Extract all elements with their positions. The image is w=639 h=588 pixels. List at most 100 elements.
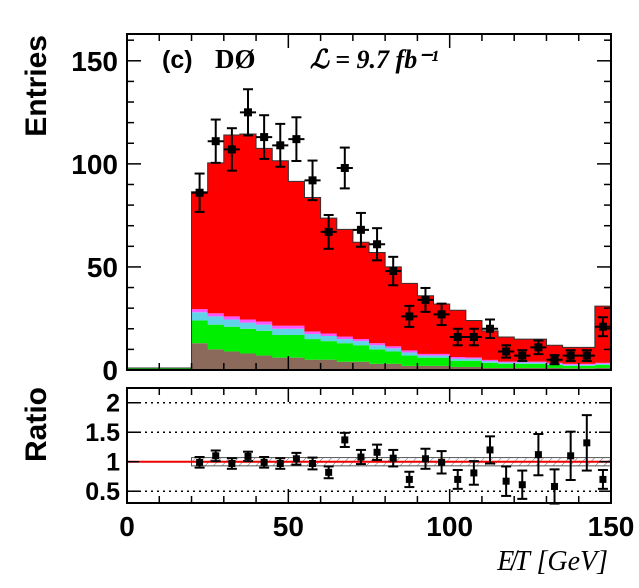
ratio-point-8 bbox=[325, 468, 333, 476]
ratio-point-24 bbox=[583, 439, 591, 447]
stack-bar-1-13 bbox=[385, 351, 402, 364]
axis-ticks: 0 50 100 150 0 50 100 150 0.511.52 bbox=[71, 34, 634, 542]
stack-bar-2-4 bbox=[239, 322, 257, 329]
stack-bar-2-25 bbox=[578, 364, 596, 366]
ratio-point-9 bbox=[341, 436, 349, 444]
stack-bar-4-9 bbox=[320, 218, 338, 334]
stack-bar-2-6 bbox=[272, 328, 289, 335]
ratio-point-7 bbox=[309, 459, 317, 467]
y-tick-label-1: 50 bbox=[87, 252, 118, 283]
data-point-22 bbox=[550, 355, 559, 364]
y-tick-label-0: 0 bbox=[102, 355, 118, 386]
ratio-point-18 bbox=[486, 446, 494, 454]
stack-bar-2-12 bbox=[369, 345, 386, 350]
ratio-point-16 bbox=[454, 475, 462, 483]
stack-bar-0-5 bbox=[256, 355, 273, 370]
stack-bar-1-26 bbox=[594, 364, 612, 368]
data-point-3 bbox=[244, 108, 252, 117]
ratio-point-15 bbox=[438, 458, 446, 466]
stack-bar-0-9 bbox=[320, 359, 338, 370]
stack-bar-1-24 bbox=[562, 365, 580, 369]
stacked-histogram bbox=[126, 133, 612, 370]
stack-bar-1-11 bbox=[352, 345, 370, 362]
stack-bar-0-17 bbox=[449, 366, 467, 370]
stack-bar-3-10 bbox=[336, 336, 354, 340]
y-tick-label-3: 150 bbox=[71, 46, 118, 77]
stack-bar-1-19 bbox=[481, 362, 499, 368]
data-point-9 bbox=[340, 163, 349, 172]
data-point-2 bbox=[227, 145, 236, 154]
y-tick-label-2: 100 bbox=[71, 149, 118, 180]
stack-bar-2-16 bbox=[433, 355, 451, 358]
ratio-point-6 bbox=[292, 455, 300, 463]
ratio-point-2 bbox=[228, 459, 236, 467]
stack-bar-0-20 bbox=[498, 367, 515, 370]
experiment-label: DØ bbox=[215, 44, 256, 74]
stack-bar-0-3 bbox=[223, 351, 241, 370]
stack-bar-0-13 bbox=[385, 363, 402, 370]
stack-bar-3-13 bbox=[385, 346, 402, 349]
x-tick-label-3: 150 bbox=[588, 511, 635, 542]
stack-bar-1-23 bbox=[546, 364, 563, 368]
ratio-layer bbox=[127, 401, 612, 505]
stack-bar-0-7 bbox=[288, 357, 305, 370]
data-point-11 bbox=[373, 240, 382, 249]
stack-bar-3-25 bbox=[578, 363, 596, 365]
stack-bar-2-19 bbox=[481, 361, 499, 363]
data-point-10 bbox=[356, 225, 365, 234]
stack-bar-0-6 bbox=[272, 357, 289, 370]
stack-bar-2-7 bbox=[288, 328, 305, 335]
data-point-6 bbox=[292, 135, 301, 144]
stack-bar-2-14 bbox=[401, 352, 418, 356]
stack-bar-3-17 bbox=[449, 357, 467, 359]
stack-bar-0-8 bbox=[304, 359, 321, 370]
ratio-point-14 bbox=[421, 455, 429, 463]
stack-bar-1-3 bbox=[223, 326, 241, 352]
stack-bar-0-21 bbox=[514, 367, 531, 370]
stack-bar-3-14 bbox=[401, 350, 418, 353]
stack-bar-0-19 bbox=[481, 367, 499, 370]
stack-bar-3-3 bbox=[223, 316, 241, 320]
ratio-tick-label-0: 0.5 bbox=[85, 478, 120, 506]
stack-bar-2-3 bbox=[223, 319, 241, 327]
data-point-8 bbox=[324, 227, 333, 236]
stack-bar-3-1 bbox=[191, 309, 209, 313]
panel-label: (c) bbox=[162, 46, 193, 74]
ratio-point-20 bbox=[518, 481, 526, 489]
stack-bar-0-22 bbox=[530, 367, 547, 370]
stack-bar-1-15 bbox=[417, 357, 434, 366]
stack-bar-1-6 bbox=[272, 334, 289, 358]
ratio-point-22 bbox=[551, 482, 559, 490]
ratio-point-11 bbox=[373, 448, 381, 456]
stack-bar-3-11 bbox=[352, 339, 370, 342]
stack-bar-1-9 bbox=[320, 341, 338, 360]
x-tick-label-2: 100 bbox=[426, 511, 473, 542]
data-point-18 bbox=[486, 324, 494, 333]
stack-bar-1-2 bbox=[207, 324, 225, 350]
stack-bar-4-13 bbox=[385, 266, 402, 347]
stack-bar-2-2 bbox=[207, 316, 225, 325]
ratio-point-10 bbox=[357, 453, 365, 461]
stack-bar-4-4 bbox=[239, 133, 257, 320]
stack-bar-3-26 bbox=[594, 362, 612, 364]
data-point-21 bbox=[534, 343, 543, 352]
stack-bar-3-18 bbox=[465, 357, 483, 359]
ratio-panel-frame bbox=[126, 387, 612, 504]
data-point-16 bbox=[453, 333, 462, 342]
stack-bar-3-20 bbox=[498, 361, 515, 363]
stack-bar-0-2 bbox=[207, 349, 225, 370]
stack-bar-1-8 bbox=[304, 339, 321, 360]
stack-bar-2-18 bbox=[465, 358, 483, 361]
y-axis-title: Entries bbox=[20, 35, 53, 137]
stack-bar-2-21 bbox=[514, 362, 531, 364]
data-point-1 bbox=[211, 137, 220, 146]
data-point-7 bbox=[308, 176, 317, 185]
stack-bar-2-15 bbox=[417, 355, 434, 358]
stack-bar-0-14 bbox=[401, 365, 418, 370]
ratio-point-3 bbox=[244, 452, 252, 460]
stack-bar-2-17 bbox=[449, 358, 467, 361]
stack-bar-0-18 bbox=[465, 366, 483, 370]
stack-bar-1-4 bbox=[239, 328, 257, 354]
